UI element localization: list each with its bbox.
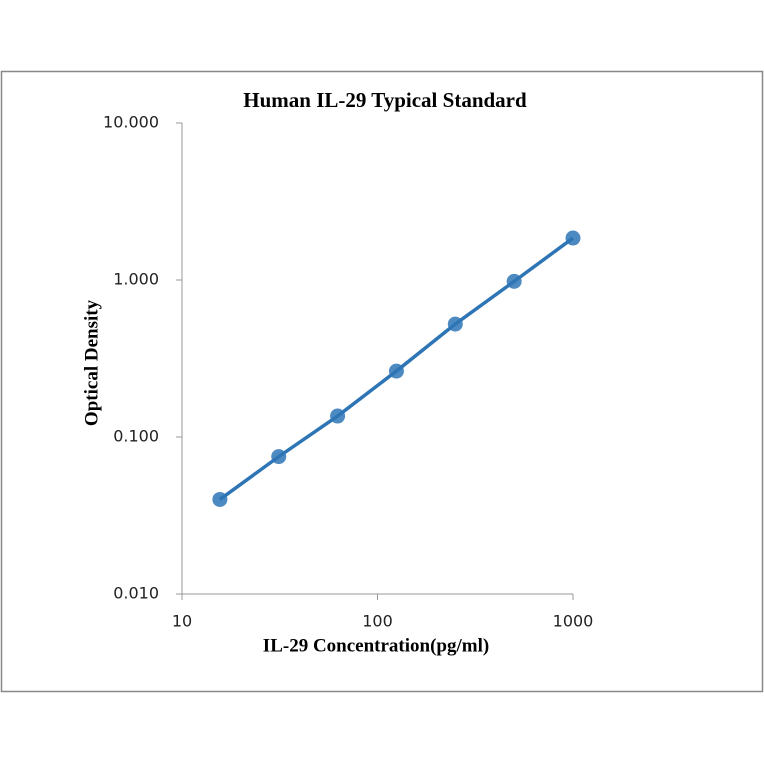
data-point	[271, 449, 287, 465]
data-point	[447, 316, 463, 332]
y-tick-label: 0.010	[113, 584, 159, 603]
y-tick-label: 0.100	[113, 427, 159, 446]
x-tick-label: 10	[172, 612, 192, 631]
data-point	[330, 408, 346, 424]
y-tick-label: 10.000	[103, 113, 159, 132]
data-point	[565, 230, 581, 246]
data-point	[506, 273, 522, 289]
x-axis-label: IL-29 Concentration(pg/ml)	[263, 635, 489, 656]
frame	[0, 70, 764, 693]
data-point	[388, 363, 404, 379]
data-point	[212, 491, 228, 507]
y-tick-label: 1.000	[113, 270, 159, 289]
x-tick-label: 100	[362, 612, 393, 631]
y-axis-label: Optical Density	[81, 299, 102, 426]
chart-title: Human IL-29 Typical Standard	[243, 88, 527, 112]
x-tick-label: 1000	[553, 612, 594, 631]
